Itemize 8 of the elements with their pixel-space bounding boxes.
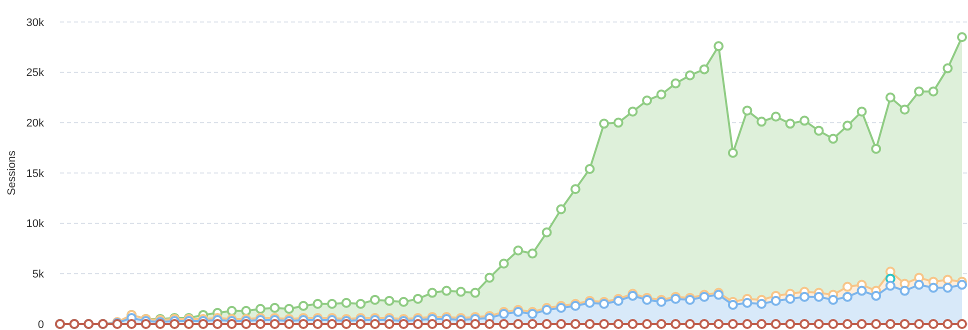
y-tick-label: 20k: [26, 118, 44, 130]
y-axis-title: Sessions: [6, 150, 18, 196]
y-tick-label: 25k: [26, 67, 44, 80]
y-tick-label: 10k: [26, 218, 44, 230]
y-tick-label: 30k: [26, 16, 44, 29]
y-tick-label: 0: [38, 318, 44, 330]
y-tick-label: 15k: [26, 168, 44, 180]
y-tick-label: 5k: [32, 268, 44, 281]
